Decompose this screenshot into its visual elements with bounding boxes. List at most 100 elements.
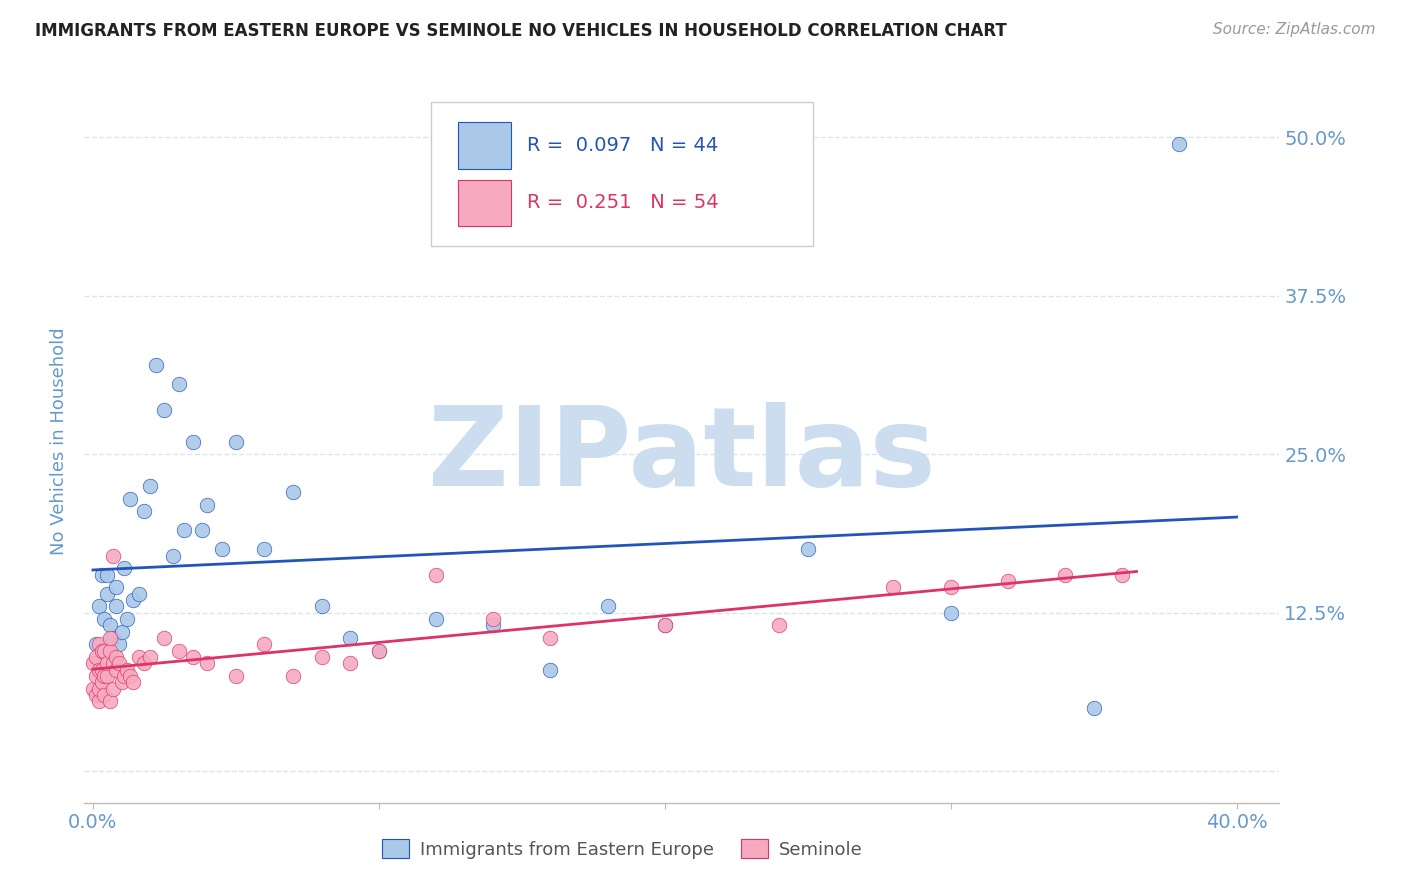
FancyBboxPatch shape [458, 179, 510, 226]
Point [939, 580, 962, 594]
FancyBboxPatch shape [432, 102, 814, 246]
Point [82, 681, 104, 696]
Point [882, 580, 904, 594]
Point [122, 593, 145, 607]
Point [339, 631, 361, 645]
Point [997, 574, 1019, 588]
Point [87, 681, 110, 696]
Point [190, 523, 212, 537]
Y-axis label: No Vehicles in Household: No Vehicles in Household [51, 327, 69, 556]
Point [104, 599, 127, 614]
Point [167, 643, 190, 657]
Point [181, 650, 204, 665]
Point [134, 504, 156, 518]
Point [93, 669, 115, 683]
Point [90, 663, 112, 677]
Point [112, 561, 135, 575]
Point [139, 650, 162, 665]
Point [98, 618, 121, 632]
Point [84, 669, 107, 683]
Point [211, 542, 233, 557]
Point [96, 587, 118, 601]
Point [90, 675, 112, 690]
Point [195, 498, 218, 512]
Point [87, 637, 110, 651]
Point [482, 618, 505, 632]
Point [1083, 700, 1105, 714]
Point [117, 612, 139, 626]
Point [367, 643, 389, 657]
Point [107, 637, 129, 651]
Point [122, 675, 145, 690]
Text: R =  0.097   N = 44: R = 0.097 N = 44 [527, 136, 718, 155]
Point [104, 663, 127, 677]
Point [153, 402, 176, 417]
FancyBboxPatch shape [458, 122, 510, 169]
Point [110, 675, 132, 690]
Point [538, 631, 561, 645]
Point [120, 491, 142, 506]
Point [110, 624, 132, 639]
Point [768, 618, 790, 632]
Point [93, 612, 115, 626]
Point [128, 650, 150, 665]
Point [281, 485, 304, 500]
Point [96, 657, 118, 671]
Point [87, 694, 110, 708]
Point [87, 663, 110, 677]
Text: Source: ZipAtlas.com: Source: ZipAtlas.com [1212, 22, 1375, 37]
Point [90, 643, 112, 657]
Point [225, 669, 247, 683]
Point [84, 688, 107, 702]
Point [98, 643, 121, 657]
Point [939, 606, 962, 620]
Point [253, 542, 276, 557]
Point [128, 587, 150, 601]
Point [367, 643, 389, 657]
Point [82, 657, 104, 671]
Point [654, 618, 676, 632]
Point [101, 631, 124, 645]
Point [339, 657, 361, 671]
Point [162, 549, 184, 563]
Point [96, 567, 118, 582]
Point [101, 681, 124, 696]
Point [796, 542, 818, 557]
Point [84, 637, 107, 651]
Text: ZIPatlas: ZIPatlas [427, 402, 936, 509]
Point [253, 637, 276, 651]
Point [96, 669, 118, 683]
Point [90, 567, 112, 582]
Point [654, 618, 676, 632]
Point [101, 657, 124, 671]
Point [311, 650, 333, 665]
Point [482, 612, 505, 626]
Point [153, 631, 176, 645]
Text: IMMIGRANTS FROM EASTERN EUROPE VS SEMINOLE NO VEHICLES IN HOUSEHOLD CORRELATION : IMMIGRANTS FROM EASTERN EUROPE VS SEMINO… [35, 22, 1007, 40]
Point [425, 567, 447, 582]
Point [181, 434, 204, 449]
Text: R =  0.251   N = 54: R = 0.251 N = 54 [527, 194, 718, 212]
Point [98, 694, 121, 708]
Point [596, 599, 619, 614]
Point [98, 631, 121, 645]
Point [1111, 567, 1133, 582]
Point [104, 650, 127, 665]
Point [225, 434, 247, 449]
Point [93, 643, 115, 657]
Point [84, 650, 107, 665]
Point [112, 669, 135, 683]
Point [538, 663, 561, 677]
Point [93, 688, 115, 702]
Point [134, 657, 156, 671]
Point [104, 580, 127, 594]
Point [145, 359, 167, 373]
Point [281, 669, 304, 683]
Point [90, 643, 112, 657]
Point [87, 599, 110, 614]
Point [139, 479, 162, 493]
Point [173, 523, 195, 537]
Point [107, 657, 129, 671]
Point [425, 612, 447, 626]
Point [101, 549, 124, 563]
